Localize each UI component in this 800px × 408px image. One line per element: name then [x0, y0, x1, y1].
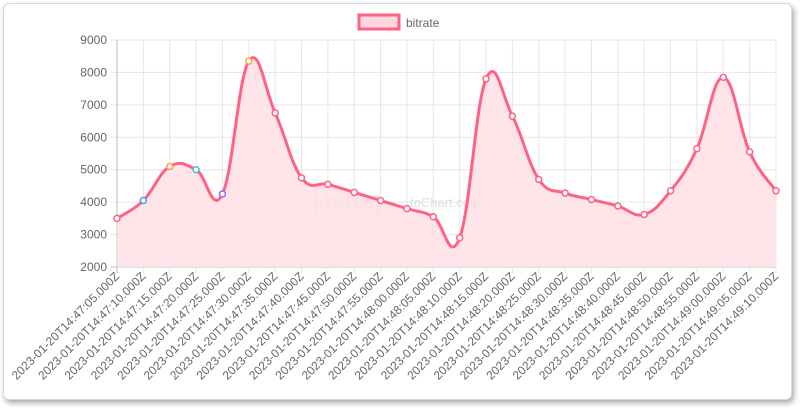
legend-label[interactable]: bitrate [406, 16, 440, 30]
data-point[interactable] [165, 162, 174, 171]
data-point[interactable] [403, 204, 411, 213]
data-point[interactable] [324, 180, 332, 189]
data-point[interactable] [614, 202, 622, 210]
data-point[interactable] [561, 189, 569, 197]
data-point[interactable] [376, 196, 385, 205]
data-point[interactable] [455, 234, 464, 242]
y-axis-tick-labels: 2000 3000 4000 5000 6000 7000 8000 9000 [80, 33, 107, 274]
data-point[interactable] [297, 174, 306, 182]
legend-swatch[interactable] [357, 13, 401, 31]
data-point[interactable] [693, 144, 701, 153]
y-tick-label: 5000 [80, 163, 107, 177]
legend[interactable]: bitrate [357, 13, 440, 31]
data-point[interactable] [218, 190, 227, 198]
data-point[interactable] [429, 212, 438, 221]
y-tick-label: 7000 [80, 98, 107, 112]
data-point[interactable] [745, 148, 754, 156]
data-point[interactable] [245, 57, 253, 65]
data-point[interactable] [482, 75, 490, 83]
data-point[interactable] [719, 73, 728, 82]
data-point[interactable] [139, 196, 148, 205]
y-tick-label: 8000 [80, 65, 107, 79]
data-point[interactable] [640, 210, 648, 219]
data-point[interactable] [113, 214, 121, 223]
y-tick-label: 4000 [80, 195, 107, 209]
series-area [117, 57, 776, 267]
y-tick-label: 3000 [80, 228, 107, 242]
data-point[interactable] [587, 195, 596, 204]
y-tick-label: 2000 [80, 260, 107, 274]
y-tick-label: 6000 [80, 130, 107, 144]
data-point[interactable] [192, 165, 200, 174]
data-point[interactable] [666, 187, 675, 195]
series-layer [113, 56, 780, 267]
watermark-site: toChart.com [410, 195, 481, 210]
data-point[interactable] [271, 109, 279, 117]
data-point[interactable] [772, 187, 780, 195]
data-point[interactable] [508, 112, 517, 120]
data-point[interactable] [350, 188, 358, 197]
y-tick-label: 9000 [80, 33, 107, 47]
data-point[interactable] [535, 175, 543, 184]
x-axis-tick-labels: 2023-01-20T14:47:05.000Z2023-01-20T14:47… [9, 269, 781, 382]
